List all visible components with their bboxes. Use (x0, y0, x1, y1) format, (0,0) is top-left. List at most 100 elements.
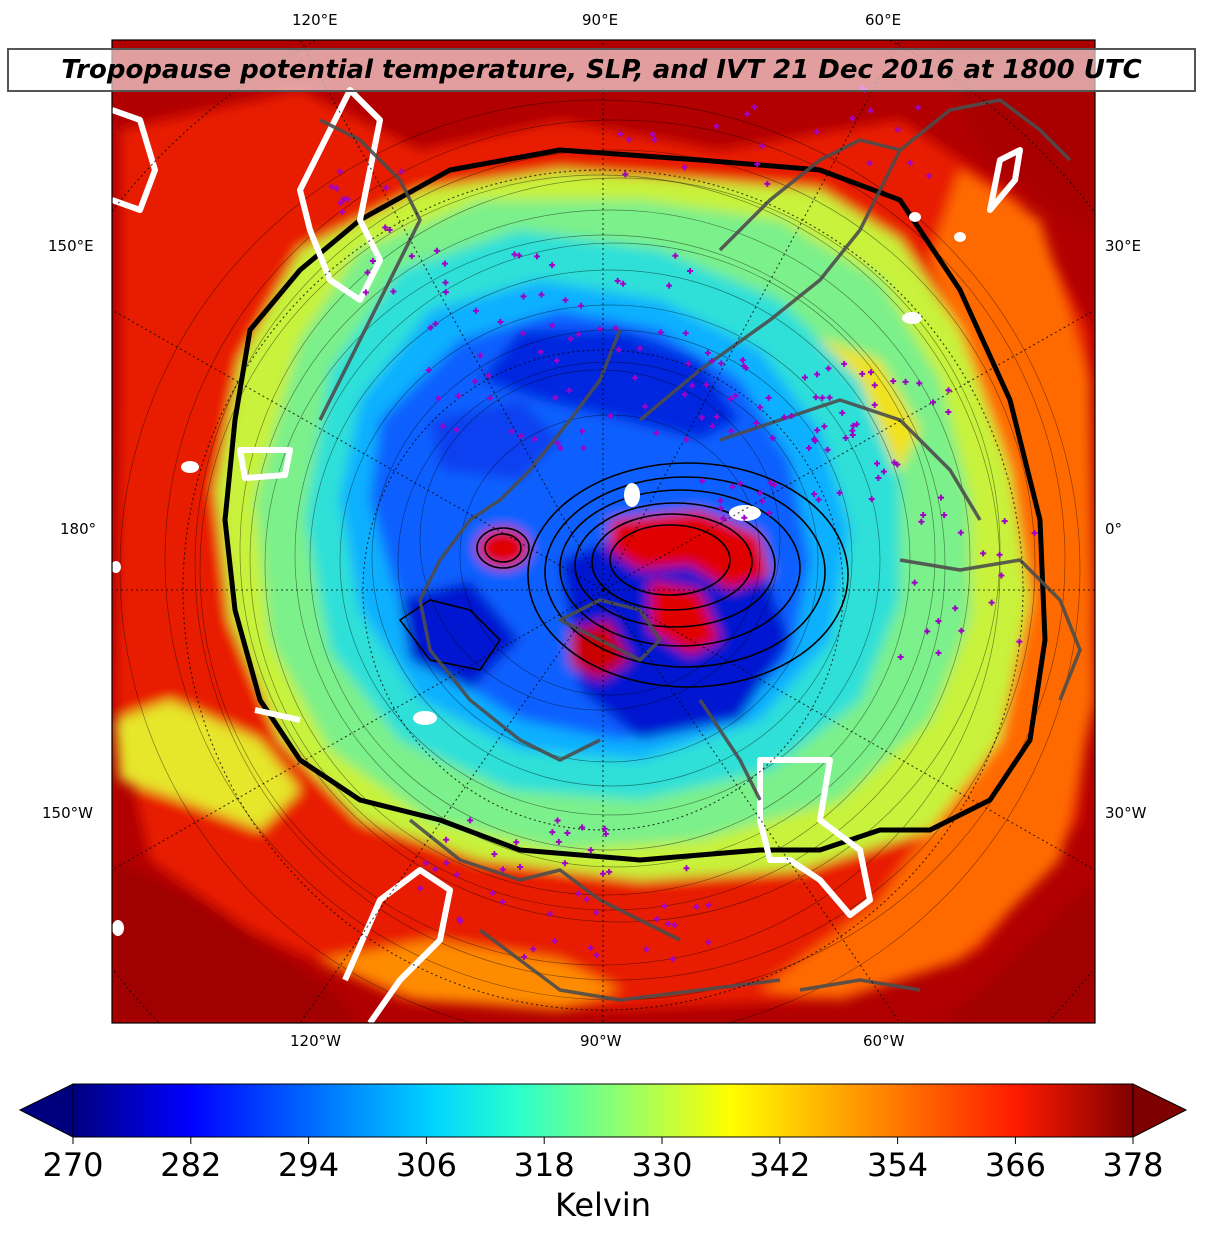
colorbar-tick-label: 330 (631, 1146, 693, 1184)
station-marker (841, 360, 848, 367)
station-marker (520, 293, 527, 300)
station-marker (769, 435, 776, 442)
station-marker (552, 394, 559, 401)
station-marker (945, 387, 952, 394)
station-marker (693, 903, 700, 910)
station-marker (617, 131, 624, 138)
station-marker (336, 168, 343, 175)
station-marker (924, 628, 931, 635)
station-marker (340, 196, 347, 203)
station-marker (1016, 638, 1023, 645)
station-marker (754, 161, 761, 168)
station-marker (958, 627, 965, 634)
station-marker (602, 830, 609, 837)
station-marker (432, 320, 439, 327)
station-marker (998, 572, 1005, 579)
station-marker (935, 618, 942, 625)
station-marker (669, 956, 676, 963)
station-marker (596, 326, 603, 333)
station-marker (537, 348, 544, 355)
station-marker (554, 440, 561, 447)
station-marker (607, 412, 614, 419)
station-marker (433, 247, 440, 254)
station-marker (499, 866, 506, 873)
station-marker (683, 436, 690, 443)
station-marker (871, 401, 878, 408)
station-marker (601, 825, 608, 832)
station-marker (788, 413, 795, 420)
station-marker (561, 860, 568, 867)
lon-label-left-150e: 150°E (48, 237, 94, 255)
station-marker (890, 378, 897, 385)
station-marker (836, 489, 843, 496)
station-marker (442, 289, 449, 296)
station-marker (453, 426, 460, 433)
station-marker (454, 871, 461, 878)
colorbar-tick-label: 354 (867, 1146, 929, 1184)
station-marker (937, 494, 944, 501)
station-marker (548, 322, 555, 329)
station-marker (386, 226, 393, 233)
station-marker (880, 468, 887, 475)
lon-label-left-150w: 150°W (42, 804, 93, 822)
station-marker (770, 482, 777, 489)
station-marker (491, 851, 498, 858)
lon-label-bottom-120w: 120°W (290, 1032, 341, 1050)
station-marker (875, 474, 882, 481)
station-marker (930, 399, 937, 406)
station-marker (456, 916, 463, 923)
station-marker (758, 142, 765, 149)
station-marker (935, 649, 942, 656)
station-markers (328, 85, 1038, 963)
station-marker (705, 902, 712, 909)
station-marker (718, 360, 725, 367)
station-marker (713, 413, 720, 420)
station-marker (681, 164, 688, 171)
station-marker (333, 185, 340, 192)
colorbar-tick-label: 318 (513, 1146, 575, 1184)
station-marker (551, 937, 558, 944)
station-marker (432, 866, 439, 873)
station-marker (988, 599, 995, 606)
station-marker (996, 551, 1003, 558)
station-marker (364, 269, 371, 276)
station-marker (814, 371, 821, 378)
station-marker (687, 267, 694, 274)
station-marker (626, 136, 633, 143)
station-marker (531, 436, 538, 443)
station-marker (622, 171, 629, 178)
station-marker (513, 839, 520, 846)
colorbar-label: Kelvin (554, 1186, 652, 1224)
station-marker (486, 394, 493, 401)
station-marker (549, 829, 556, 836)
station-marker (593, 952, 600, 959)
station-marker (717, 505, 724, 512)
station-marker (489, 890, 496, 897)
station-marker (826, 394, 833, 401)
station-marker (369, 257, 376, 264)
station-marker (821, 423, 828, 430)
station-marker (650, 131, 657, 138)
station-marker (620, 280, 627, 287)
station-marker (472, 307, 479, 314)
station-marker (592, 909, 599, 916)
station-marker (339, 208, 346, 215)
station-marker (751, 103, 758, 110)
station-marker (575, 331, 582, 338)
station-marker (534, 253, 541, 260)
station-marker (427, 324, 434, 331)
station-marker (732, 392, 739, 399)
station-marker (705, 939, 712, 946)
station-marker (554, 817, 561, 824)
colorbar-tick-label: 294 (278, 1146, 340, 1184)
station-marker (914, 104, 921, 111)
station-marker (902, 378, 909, 385)
station-marker (839, 409, 846, 416)
station-marker (583, 896, 590, 903)
station-marker (664, 921, 671, 928)
station-marker (612, 325, 619, 332)
colorbar-tick-label: 282 (160, 1146, 222, 1184)
station-marker (362, 289, 369, 296)
lon-label-right-0: 0° (1105, 520, 1123, 538)
station-marker (867, 107, 874, 114)
